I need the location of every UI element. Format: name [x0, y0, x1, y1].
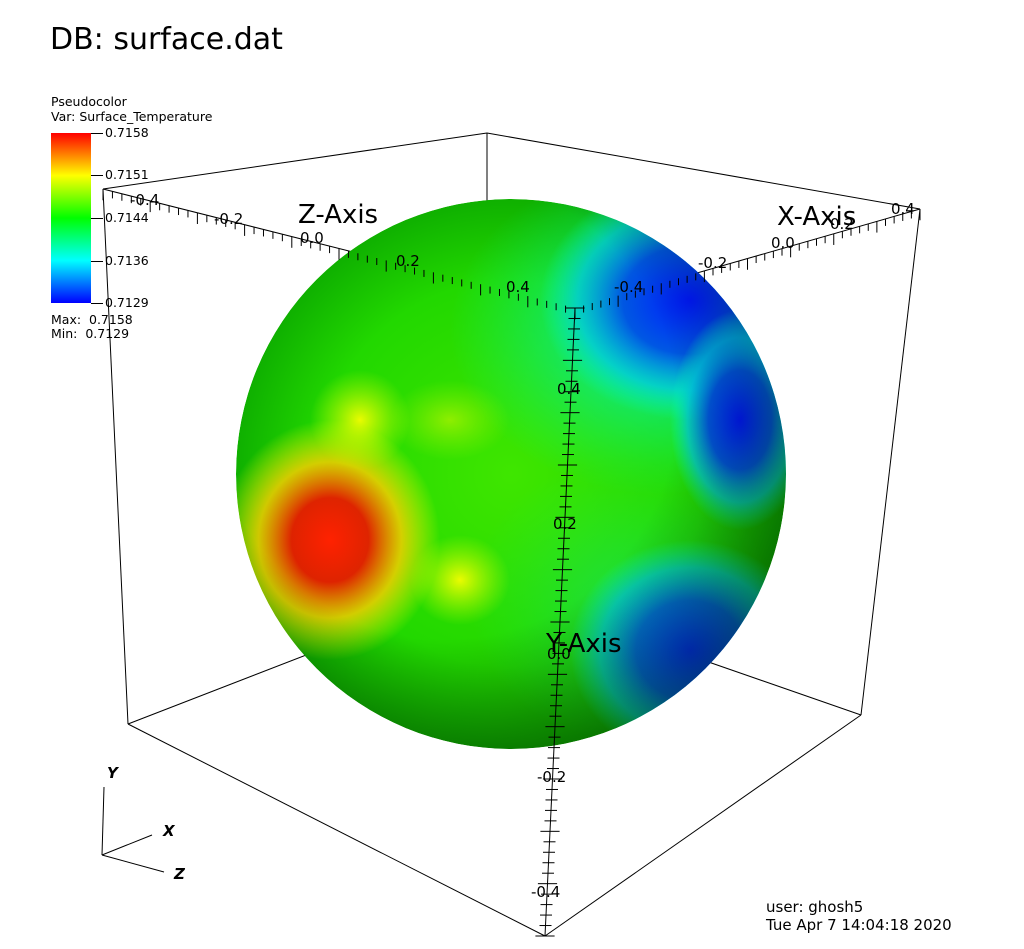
z-tick-label: -0.4: [130, 191, 159, 209]
temperature-sphere[interactable]: [220, 165, 870, 760]
y-tick-label: 0.2: [553, 515, 577, 533]
x-axis-title: X-Axis: [777, 202, 856, 232]
y-tick-label: -0.4: [531, 883, 560, 901]
colorbar-tick-label: 0.7144: [105, 210, 149, 225]
z-tick-label: 0.4: [506, 278, 530, 296]
user-name: user: ghosh5: [766, 898, 864, 916]
colorbar-tick-label: 0.7158: [105, 125, 149, 140]
y-tick-label: 0.0: [547, 645, 571, 663]
axis-ticks: [102, 189, 921, 937]
z-tick-label: 0.2: [396, 252, 420, 270]
colorbar-tick-label: 0.7151: [105, 167, 149, 182]
z-tick-label: -0.2: [214, 210, 243, 228]
y-tick-label: 0.4: [557, 380, 581, 398]
x-tick-label: -0.2: [698, 254, 727, 272]
color-legend-bar: [51, 133, 91, 303]
orientation-triad: Y X Z: [101, 764, 186, 883]
database-title: DB: surface.dat: [50, 22, 283, 57]
z-tick-label: 0.0: [300, 229, 324, 247]
x-tick-label: -0.4: [614, 278, 643, 296]
legend-range: Max: 0.7158 Min: 0.7129: [51, 313, 133, 341]
colorbar-ticks: 0.7158 0.7151 0.7144 0.7136 0.7129: [91, 125, 191, 313]
legend-variable: Var: Surface_Temperature: [51, 109, 213, 124]
z-axis-title: Z-Axis: [298, 200, 378, 230]
x-tick-label: 0.4: [891, 200, 915, 218]
x-tick-label: 0.2: [830, 215, 854, 233]
legend-min: Min: 0.7129: [51, 326, 130, 341]
y-tick-label: -0.2: [537, 768, 566, 786]
y-axis-title: Y-Axis: [545, 629, 622, 659]
render-timestamp: Tue Apr 7 14:04:18 2020: [766, 916, 952, 934]
triad-z-label: Z: [173, 865, 186, 883]
colorbar-tick-label: 0.7136: [105, 253, 149, 268]
legend-plot-type: Pseudocolor: [51, 94, 127, 109]
colorbar-tick-label: 0.7129: [105, 295, 149, 310]
user-info: user: ghosh5 Tue Apr 7 14:04:18 2020: [766, 898, 952, 934]
triad-x-label: X: [162, 822, 176, 840]
x-tick-label: 0.0: [771, 234, 795, 252]
triad-y-label: Y: [107, 764, 120, 782]
legend-max: Max: 0.7158: [51, 312, 133, 327]
